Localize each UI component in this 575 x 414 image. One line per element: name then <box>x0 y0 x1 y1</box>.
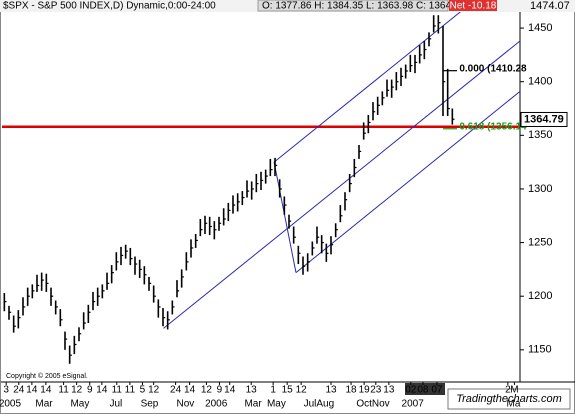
x-tick-label: M <box>510 385 518 396</box>
symbol-text: $SPX - S&P 500 INDEX,D) Dynamic,0:00-24:… <box>3 1 216 12</box>
x-tick-label: 5 <box>140 385 146 396</box>
x-tick-label: 11 <box>58 385 69 396</box>
y-tick-label: 1350 <box>528 129 552 141</box>
x-period-label: Mar <box>244 399 262 410</box>
ohlc-box <box>257 0 449 12</box>
x-tick-label: 13 <box>246 385 258 396</box>
x-tick-label: 12 <box>71 385 83 396</box>
x-period-label: 2006 <box>205 399 228 410</box>
x-tick-label: 3 <box>3 385 9 396</box>
level-label: 0.618 (1356.14 <box>459 121 527 132</box>
copyright: Copyright © 2005 eSignal. <box>6 372 88 380</box>
x-period-label: Mar <box>35 399 53 410</box>
x-tick-label: 12 <box>201 385 213 396</box>
level-label: 0.000 (1410.28 <box>459 63 527 74</box>
x-tick-label: 23 <box>370 385 382 396</box>
x-tick-label: 24 <box>170 385 182 396</box>
highlight-box <box>405 383 445 395</box>
x-period-label: May <box>267 399 286 410</box>
x-tick-label: 11 <box>125 385 136 396</box>
x-tick-label: 9 <box>217 385 223 396</box>
x-tick-label: 07 <box>431 385 443 396</box>
last-value-label: 1364.79 <box>524 113 564 125</box>
plot-area <box>2 12 520 364</box>
x-tick-label: 14 <box>26 385 38 396</box>
watermark: Tradingthecharts.com <box>456 393 562 405</box>
ohlc-text: O: 1377.86 H: 1384.35 L: 1363.98 C: 1364… <box>262 1 465 12</box>
x-tick-label: 24 <box>13 385 25 396</box>
x-tick-label: 12 <box>148 385 160 396</box>
trend-line <box>273 162 297 273</box>
y-tick-label: 1450 <box>528 22 552 34</box>
x-tick-label: 11 <box>112 385 123 396</box>
y-tick-label: 1250 <box>528 236 552 248</box>
last-value-box <box>520 111 568 127</box>
net-box <box>449 0 497 11</box>
x-tick-label: 9 <box>87 385 93 396</box>
x-tick-label: 14 <box>96 385 108 396</box>
x-period-label: OctNov <box>356 399 389 410</box>
trend-line <box>295 90 520 273</box>
x-tick-label: 02 <box>405 385 417 396</box>
x-tick-label: 19 <box>359 385 371 396</box>
top-price-label: 1474.07 <box>530 0 570 12</box>
x-tick-label: 1 <box>270 385 276 396</box>
x-tick-label: 18 <box>346 385 358 396</box>
x-period-label: Ma <box>507 399 521 410</box>
watermark-box <box>447 388 571 410</box>
x-tick-label: 14 <box>184 385 196 396</box>
y-tick-label: 1400 <box>528 76 552 88</box>
trend-line <box>273 12 461 163</box>
y-tick-label: 1150 <box>528 344 552 356</box>
x-tick-label: 2 <box>505 385 511 396</box>
x-tick-label: 14 <box>40 385 52 396</box>
x-tick-label: 14 <box>224 385 236 396</box>
trend-line <box>163 40 520 329</box>
x-period-label: 2007 <box>402 399 425 410</box>
x-tick-label: 13 <box>325 385 337 396</box>
y-tick-label: 1300 <box>528 183 552 195</box>
x-period-label: May <box>70 399 89 410</box>
x-tick-label: 15 <box>282 385 294 396</box>
net-text: Net -10.18 <box>450 1 497 12</box>
x-period-label: Sep <box>141 399 159 410</box>
x-tick-label: 13 <box>383 385 395 396</box>
x-period-label: Nov <box>177 399 195 410</box>
x-tick-label: 08 <box>417 385 429 396</box>
x-period-label: 2005 <box>0 399 21 410</box>
x-tick-label: 12 <box>296 385 308 396</box>
y-tick-label: 1200 <box>528 290 552 302</box>
x-period-label: Jul <box>109 399 122 410</box>
x-period-label: JulAug <box>304 399 335 410</box>
